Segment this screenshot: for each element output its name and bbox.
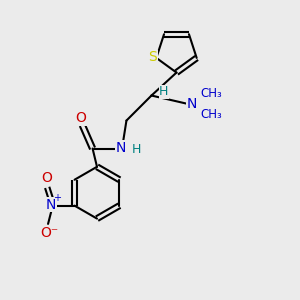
Text: H: H xyxy=(132,143,141,157)
Text: CH₃: CH₃ xyxy=(200,108,222,121)
Text: S: S xyxy=(148,50,157,64)
Text: CH₃: CH₃ xyxy=(200,87,222,100)
Text: H: H xyxy=(159,85,169,98)
Text: +: + xyxy=(53,193,62,203)
Text: N: N xyxy=(187,97,197,111)
Text: O⁻: O⁻ xyxy=(40,226,59,240)
Text: N: N xyxy=(116,141,126,155)
Text: N: N xyxy=(46,198,56,212)
Text: O: O xyxy=(75,112,86,125)
Text: O: O xyxy=(42,171,52,185)
